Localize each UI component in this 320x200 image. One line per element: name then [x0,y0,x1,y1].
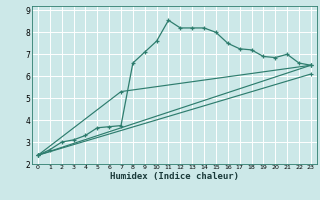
X-axis label: Humidex (Indice chaleur): Humidex (Indice chaleur) [110,172,239,181]
